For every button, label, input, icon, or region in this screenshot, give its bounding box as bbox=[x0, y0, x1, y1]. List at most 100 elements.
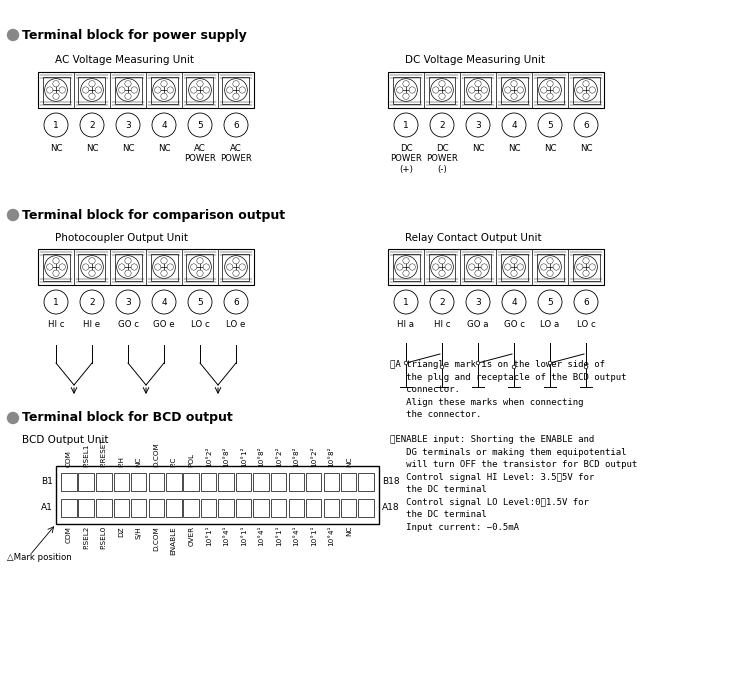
Circle shape bbox=[80, 113, 104, 137]
Text: GO e: GO e bbox=[153, 320, 175, 329]
Circle shape bbox=[47, 87, 53, 93]
Circle shape bbox=[89, 93, 95, 99]
Bar bbox=[56, 466, 379, 524]
Text: ENABLE: ENABLE bbox=[171, 526, 177, 555]
Text: GO c: GO c bbox=[118, 320, 139, 329]
Text: 5: 5 bbox=[547, 121, 553, 130]
Text: OVER: OVER bbox=[188, 526, 194, 546]
Circle shape bbox=[188, 256, 212, 278]
Text: 2: 2 bbox=[89, 297, 95, 306]
Bar bbox=[61, 499, 77, 517]
Circle shape bbox=[125, 257, 131, 264]
Circle shape bbox=[152, 113, 176, 137]
Circle shape bbox=[117, 256, 139, 278]
Circle shape bbox=[53, 81, 59, 87]
Circle shape bbox=[469, 87, 475, 93]
Text: GO a: GO a bbox=[467, 320, 489, 329]
Circle shape bbox=[394, 290, 418, 314]
Text: NC: NC bbox=[346, 526, 352, 537]
Bar bbox=[306, 499, 322, 517]
Text: S/H: S/H bbox=[136, 526, 142, 539]
Text: AC Voltage Measuring Unit: AC Voltage Measuring Unit bbox=[55, 55, 194, 65]
Circle shape bbox=[45, 256, 67, 278]
Text: DC Voltage Measuring Unit: DC Voltage Measuring Unit bbox=[405, 55, 545, 65]
Circle shape bbox=[475, 81, 481, 87]
Circle shape bbox=[161, 257, 167, 264]
Text: HI c: HI c bbox=[48, 320, 64, 329]
Text: 6: 6 bbox=[583, 297, 589, 306]
Circle shape bbox=[583, 93, 589, 99]
Text: 5: 5 bbox=[197, 297, 203, 306]
Bar bbox=[358, 473, 374, 491]
Circle shape bbox=[83, 264, 89, 270]
Text: 10°1¹: 10°1¹ bbox=[241, 526, 247, 546]
Circle shape bbox=[239, 264, 245, 270]
Text: 1: 1 bbox=[53, 121, 59, 130]
Circle shape bbox=[191, 264, 197, 270]
Circle shape bbox=[225, 79, 247, 101]
Text: 10°4¹: 10°4¹ bbox=[294, 526, 299, 546]
Bar bbox=[341, 473, 357, 491]
Bar bbox=[78, 499, 94, 517]
Text: 1: 1 bbox=[403, 297, 409, 306]
Text: 10°8²: 10°8² bbox=[259, 446, 264, 467]
Circle shape bbox=[513, 365, 516, 368]
Circle shape bbox=[469, 264, 475, 270]
Text: △Mark position: △Mark position bbox=[7, 553, 72, 562]
Bar bbox=[358, 499, 374, 517]
Text: 2: 2 bbox=[440, 121, 445, 130]
Circle shape bbox=[439, 270, 446, 277]
Text: NC: NC bbox=[472, 144, 484, 153]
Bar bbox=[186, 253, 214, 281]
Circle shape bbox=[502, 290, 526, 314]
Circle shape bbox=[577, 87, 583, 93]
Circle shape bbox=[7, 30, 19, 41]
Text: NC: NC bbox=[50, 144, 63, 153]
Circle shape bbox=[574, 79, 597, 101]
Bar bbox=[150, 253, 177, 281]
Bar bbox=[78, 253, 106, 281]
Bar bbox=[288, 473, 304, 491]
Text: 10°8²: 10°8² bbox=[294, 446, 299, 467]
Circle shape bbox=[583, 81, 589, 87]
Circle shape bbox=[538, 113, 562, 137]
Text: LO e: LO e bbox=[226, 320, 246, 329]
Circle shape bbox=[44, 290, 68, 314]
Circle shape bbox=[547, 257, 554, 264]
Bar bbox=[61, 473, 77, 491]
Circle shape bbox=[161, 270, 167, 277]
Text: Relay Contact Output Unit: Relay Contact Output Unit bbox=[405, 233, 542, 243]
Circle shape bbox=[445, 264, 451, 270]
Circle shape bbox=[89, 257, 95, 264]
Circle shape bbox=[502, 113, 526, 137]
Text: P.SEL1: P.SEL1 bbox=[83, 444, 89, 467]
Text: 2: 2 bbox=[440, 297, 445, 306]
Circle shape bbox=[395, 79, 417, 101]
Text: HI a: HI a bbox=[398, 320, 414, 329]
Circle shape bbox=[118, 87, 125, 93]
Bar bbox=[96, 499, 112, 517]
Bar bbox=[113, 473, 129, 491]
Text: AC
POWER: AC POWER bbox=[220, 144, 252, 164]
Circle shape bbox=[116, 290, 140, 314]
Bar bbox=[271, 473, 287, 491]
Circle shape bbox=[395, 256, 417, 278]
Circle shape bbox=[226, 264, 233, 270]
Text: P.SEL0: P.SEL0 bbox=[101, 526, 107, 549]
Circle shape bbox=[481, 264, 487, 270]
Circle shape bbox=[225, 256, 247, 278]
Circle shape bbox=[47, 264, 53, 270]
Bar bbox=[218, 473, 234, 491]
Text: 10°8²: 10°8² bbox=[329, 446, 335, 467]
Text: 3: 3 bbox=[475, 297, 481, 306]
Text: D.COM: D.COM bbox=[153, 526, 159, 551]
Bar bbox=[150, 77, 177, 104]
Circle shape bbox=[239, 87, 245, 93]
Circle shape bbox=[553, 87, 559, 93]
Circle shape bbox=[541, 264, 547, 270]
Circle shape bbox=[59, 264, 66, 270]
Circle shape bbox=[547, 81, 554, 87]
Circle shape bbox=[475, 270, 481, 277]
Bar bbox=[218, 499, 234, 517]
Circle shape bbox=[481, 87, 487, 93]
